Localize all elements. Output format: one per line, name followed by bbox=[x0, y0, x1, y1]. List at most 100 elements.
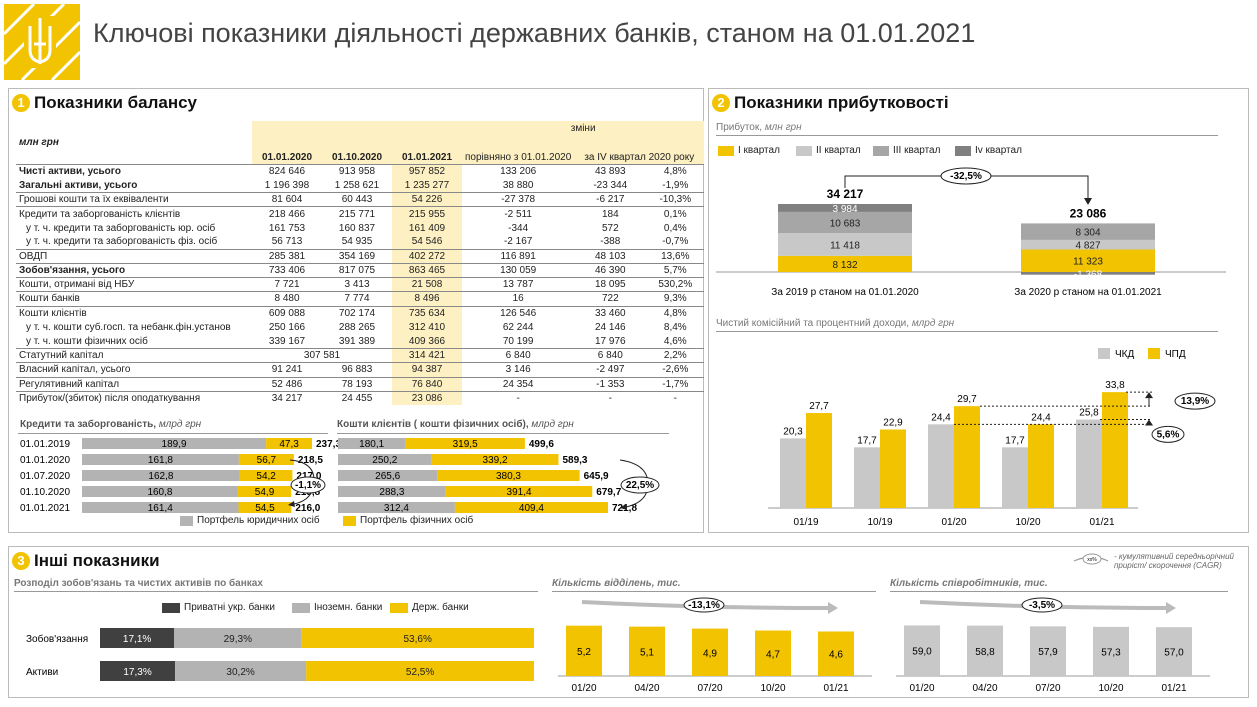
bar-label: 4,7 bbox=[766, 649, 780, 660]
bar-individual bbox=[238, 502, 292, 513]
arrow-head bbox=[828, 602, 838, 614]
table-cell: 18 095 bbox=[574, 277, 647, 292]
table-cell: 161 409 bbox=[392, 220, 462, 236]
arrow-head bbox=[1166, 602, 1176, 614]
category-label: 01/21 bbox=[823, 683, 848, 694]
table-cell: 913 958 bbox=[322, 163, 392, 179]
balance-table: млн грн 01.01.2020 01.10.2020 01.01.2021… bbox=[16, 121, 705, 406]
nii-bar bbox=[928, 424, 954, 508]
bar bbox=[818, 631, 854, 676]
row-label: Кошти банків bbox=[16, 291, 252, 307]
table-cell: 24 455 bbox=[322, 390, 392, 406]
table-row: ОВДП 285 381 354 169 402 272 116 891 48 103 13… bbox=[16, 248, 705, 264]
branches-chart-title: Кількість відділень, тис. bbox=[552, 578, 681, 589]
cagr-badge: xx% bbox=[1087, 557, 1097, 563]
col-header: 01.01.2020 bbox=[252, 121, 322, 165]
table-cell: 2,2% bbox=[646, 348, 705, 363]
table-cell: 21 508 bbox=[392, 277, 462, 292]
bar-label: 17,7 bbox=[857, 435, 877, 446]
bar-legal bbox=[82, 470, 240, 481]
bar bbox=[629, 626, 665, 676]
table-cell: -1 353 bbox=[574, 376, 647, 392]
change-label: 13,9% bbox=[1181, 396, 1209, 407]
category-label: 07/20 bbox=[1035, 683, 1060, 694]
bar-individual bbox=[437, 470, 580, 481]
bar-label: 54,9 bbox=[255, 487, 275, 498]
table-cell: 285 381 bbox=[252, 248, 322, 264]
table-cell: 3 146 bbox=[462, 362, 575, 377]
table-cell: 4,8% bbox=[646, 163, 705, 179]
legend-chkd-swatch bbox=[1098, 348, 1110, 359]
bar-legal bbox=[338, 470, 438, 481]
table-cell: -1,9% bbox=[662, 179, 689, 191]
total-label: 499,6 bbox=[529, 439, 554, 450]
profit-bar bbox=[778, 255, 912, 272]
table-cell: 38 880 bbox=[502, 179, 534, 191]
dist-bar bbox=[301, 628, 534, 648]
legend-q3: III квартал bbox=[873, 145, 940, 156]
bar-label: 319,5 bbox=[453, 439, 478, 450]
bar-label: 47,3 bbox=[279, 439, 299, 450]
bar-legal bbox=[82, 502, 239, 513]
bar-label: 409,4 bbox=[519, 503, 544, 514]
table-cell: 17 976 bbox=[595, 335, 626, 347]
loans-chart-title: Кредити та заборгованість, млрд грн bbox=[20, 419, 202, 430]
table-row: Кошти, отримані від НБУ 7 721 3 413 21 508 1… bbox=[16, 277, 705, 292]
nii-chart: ЧКД ЧПД 20,3 27,7 01/19 17,7 22,9 10/19 24,4 29,7… bbox=[768, 348, 1216, 528]
table-cell: 91 241 bbox=[252, 362, 322, 377]
table-cell: 722 bbox=[574, 291, 647, 307]
table-cell: 76 840 bbox=[392, 376, 462, 392]
category-label: 01.10.2020 bbox=[20, 487, 70, 498]
table-cell: 609 088 bbox=[252, 305, 322, 321]
table-cell: -2 497 bbox=[574, 362, 647, 377]
table-cell: 8,4% bbox=[663, 321, 687, 333]
table-row: Загальні активи, усього 1 196 398 1 258 62… bbox=[16, 178, 704, 193]
bar-label: 391,4 bbox=[507, 487, 532, 498]
bar-label: 25,8 bbox=[1079, 408, 1099, 419]
bar-label: 56,7 bbox=[257, 455, 277, 466]
row-label: Статутний капітал bbox=[16, 348, 252, 363]
staff-chart-title: Кількість співробітників, тис. bbox=[890, 578, 1048, 589]
table-cell: 1 258 621 bbox=[334, 179, 380, 191]
change-badge bbox=[1151, 425, 1185, 443]
table-cell: 7 721 bbox=[252, 277, 322, 292]
profit-chart-title: Прибуток, млн грн bbox=[716, 122, 802, 133]
nii-bar bbox=[806, 413, 832, 508]
row-label: ОВДП bbox=[16, 248, 252, 264]
bar-label: 27,7 bbox=[809, 401, 829, 412]
loans-chart: 01.01.2019 189,9 47,3 237,3 01.01.2020 161,8 5… bbox=[20, 438, 338, 514]
bar-label: 11 323 bbox=[1073, 257, 1103, 268]
other-title: 3 Інші показники bbox=[12, 550, 160, 571]
table-cell: 56 713 bbox=[271, 236, 303, 248]
bar-label: 380,3 bbox=[496, 471, 521, 482]
table-unit: млн грн bbox=[16, 121, 252, 165]
table-cell: 13 787 bbox=[462, 277, 575, 292]
table-row: у т. ч. кошти суб.госп. та небанк.фін.ус… bbox=[16, 320, 704, 335]
table-row: Чисті активи, усього 824 646 913 958 957 85… bbox=[16, 163, 705, 179]
table-cell: 24 354 bbox=[462, 376, 575, 392]
table-cell: 43 893 bbox=[574, 163, 647, 179]
bar bbox=[967, 625, 1003, 676]
table-cell: 8 480 bbox=[252, 291, 322, 307]
table-row: Грошові кошти та їх еквіваленти 81 604 60 … bbox=[16, 192, 705, 207]
bar-individual bbox=[431, 454, 559, 465]
table-cell: 314 421 bbox=[392, 348, 462, 363]
nii-bar bbox=[854, 447, 880, 508]
legend-q2: II квартал bbox=[796, 145, 861, 156]
category-label: Зобов'язання bbox=[26, 633, 88, 645]
bar-label: 3 984 bbox=[832, 204, 857, 215]
category-label: 04/20 bbox=[634, 683, 659, 694]
table-cell: 46 390 bbox=[574, 262, 647, 278]
bar-label: 189,9 bbox=[162, 439, 187, 450]
table-cell: -0,7% bbox=[662, 236, 689, 248]
table-cell: 288 265 bbox=[338, 321, 376, 333]
bar-individual bbox=[237, 486, 292, 497]
bar-label: 8 132 bbox=[832, 260, 857, 271]
distribution-chart: Зобов'язання 17,1% 29,3% 53,6% Активи 17,3% 30… bbox=[26, 628, 534, 681]
table-cell: 161 753 bbox=[268, 222, 306, 234]
table-cell: 33 460 bbox=[574, 305, 647, 321]
table-cell: 957 852 bbox=[392, 163, 462, 179]
profit-bar bbox=[1021, 239, 1155, 250]
category-label: 10/20 bbox=[1015, 517, 1040, 528]
bar-label: 22,9 bbox=[883, 417, 903, 428]
